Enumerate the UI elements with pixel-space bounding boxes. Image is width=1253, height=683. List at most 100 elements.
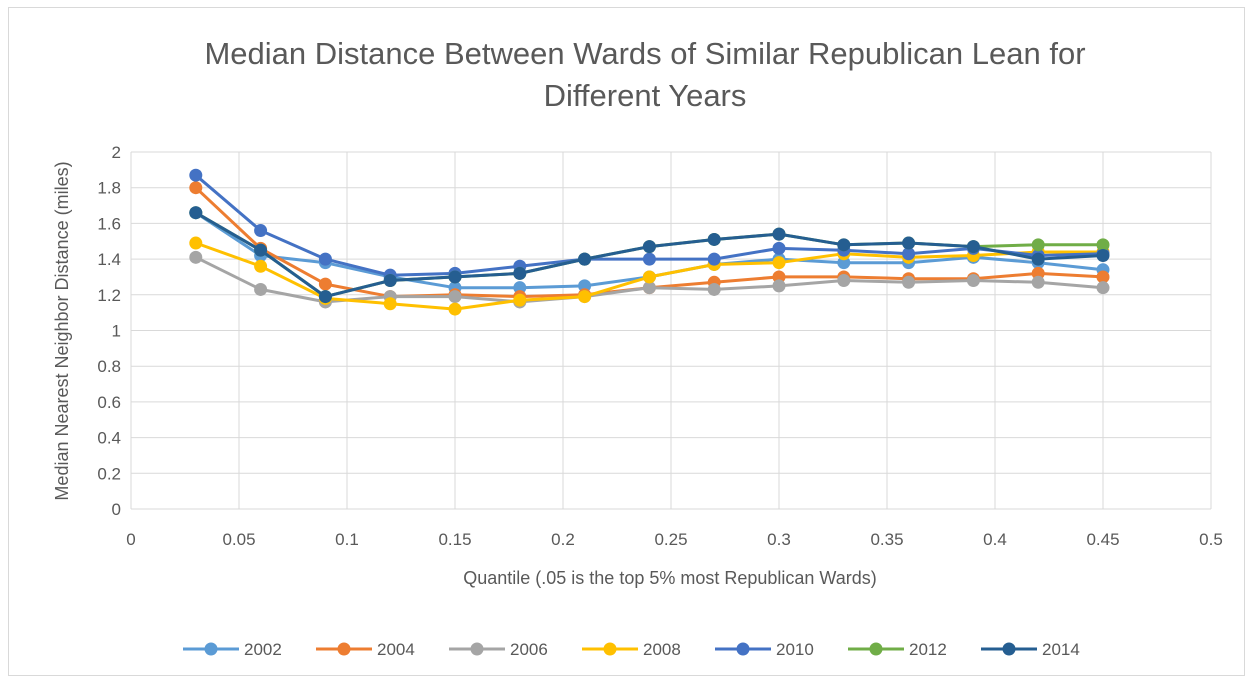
x-tick-label: 0.2 xyxy=(551,530,575,549)
legend-item-2002: 2002 xyxy=(183,640,282,659)
legend-label: 2006 xyxy=(510,640,548,659)
data-point xyxy=(707,282,721,296)
data-point xyxy=(254,282,268,296)
data-point xyxy=(513,266,527,280)
data-point xyxy=(189,168,203,182)
legend-item-2012: 2012 xyxy=(848,640,947,659)
data-point xyxy=(772,256,786,270)
y-axis-ticks: 0 0.2 0.4 0.6 0.8 1 1.2 1.4 1.6 1.8 2 xyxy=(97,143,121,519)
legend: 2002 2004 2006 2008 2010 2012 2014 xyxy=(183,640,1080,659)
data-point xyxy=(1096,238,1110,252)
y-tick-label: 0.8 xyxy=(97,357,121,376)
data-point xyxy=(772,279,786,293)
data-point xyxy=(189,206,203,220)
legend-label: 2002 xyxy=(244,640,282,659)
legend-swatch-marker xyxy=(736,642,750,656)
legend-swatch-marker xyxy=(603,642,617,656)
gridlines xyxy=(130,151,1212,510)
data-point xyxy=(772,227,786,241)
legend-label: 2010 xyxy=(776,640,814,659)
data-point xyxy=(513,281,527,295)
series-2010 xyxy=(189,168,1110,282)
series-2014 xyxy=(189,206,1110,304)
data-point xyxy=(318,277,332,291)
x-tick-label: 0.15 xyxy=(438,530,471,549)
legend-item-2006: 2006 xyxy=(449,640,548,659)
legend-label: 2012 xyxy=(909,640,947,659)
x-tick-label: 0.45 xyxy=(1086,530,1119,549)
data-point xyxy=(642,252,656,266)
data-point xyxy=(254,224,268,238)
legend-swatch-marker xyxy=(470,642,484,656)
y-axis-label: Median Nearest Neighbor Distance (miles) xyxy=(52,161,72,500)
data-point xyxy=(966,240,980,254)
data-point xyxy=(578,290,592,304)
data-point xyxy=(578,279,592,293)
data-point xyxy=(1031,275,1045,289)
series-lines xyxy=(189,168,1110,316)
x-axis-label: Quantile (.05 is the top 5% most Republi… xyxy=(463,568,877,588)
data-point xyxy=(642,281,656,295)
data-point xyxy=(902,275,916,289)
y-tick-label: 0.6 xyxy=(97,393,121,412)
data-point xyxy=(772,270,786,284)
data-point xyxy=(1096,270,1110,284)
data-point xyxy=(642,270,656,284)
data-point xyxy=(1096,249,1110,263)
data-point xyxy=(189,250,203,264)
data-point xyxy=(318,252,332,266)
y-tick-label: 2 xyxy=(112,143,121,162)
data-point xyxy=(837,274,851,288)
data-point xyxy=(966,274,980,288)
data-point xyxy=(383,297,397,311)
data-point xyxy=(513,293,527,307)
data-point xyxy=(254,243,268,257)
data-point xyxy=(772,241,786,255)
x-tick-label: 0.25 xyxy=(654,530,687,549)
data-point xyxy=(578,252,592,266)
legend-swatch-marker xyxy=(1002,642,1016,656)
legend-label: 2004 xyxy=(377,640,415,659)
legend-swatch-marker xyxy=(869,642,883,656)
chart-title-line-2: Different Years xyxy=(544,78,747,113)
chart-title-line-1: Median Distance Between Wards of Similar… xyxy=(204,36,1085,71)
legend-swatch-marker xyxy=(204,642,218,656)
x-tick-label: 0.4 xyxy=(983,530,1007,549)
y-tick-label: 0.2 xyxy=(97,464,121,483)
data-point xyxy=(642,240,656,254)
data-point xyxy=(902,247,916,261)
x-tick-label: 0.1 xyxy=(335,530,359,549)
data-point xyxy=(448,302,462,316)
y-tick-label: 1 xyxy=(112,322,121,341)
data-point xyxy=(318,290,332,304)
data-point xyxy=(448,290,462,304)
y-tick-label: 0.4 xyxy=(97,429,121,448)
y-tick-label: 1.2 xyxy=(97,286,121,305)
data-point xyxy=(383,274,397,288)
data-point xyxy=(837,256,851,270)
legend-item-2004: 2004 xyxy=(316,640,415,659)
data-point xyxy=(1031,252,1045,266)
legend-label: 2014 xyxy=(1042,640,1080,659)
data-point xyxy=(448,270,462,284)
data-point xyxy=(1031,238,1045,252)
chart-frame xyxy=(8,7,1245,676)
legend-item-2014: 2014 xyxy=(981,640,1080,659)
data-point xyxy=(707,232,721,246)
data-point xyxy=(254,259,268,273)
x-axis-ticks: 0 0.05 0.1 0.15 0.2 0.25 0.3 0.35 0.4 0.45 0.5 xyxy=(126,530,1223,549)
data-point xyxy=(837,238,851,252)
data-point xyxy=(189,181,203,195)
y-tick-label: 1.4 xyxy=(97,250,121,269)
y-tick-label: 0 xyxy=(112,500,121,519)
y-tick-label: 1.8 xyxy=(97,179,121,198)
y-tick-label: 1.6 xyxy=(97,214,121,233)
x-tick-label: 0.35 xyxy=(870,530,903,549)
legend-label: 2008 xyxy=(643,640,681,659)
data-point xyxy=(902,236,916,250)
x-tick-label: 0.05 xyxy=(222,530,255,549)
data-point xyxy=(707,252,721,266)
data-point xyxy=(1031,266,1045,280)
x-tick-label: 0.3 xyxy=(767,530,791,549)
